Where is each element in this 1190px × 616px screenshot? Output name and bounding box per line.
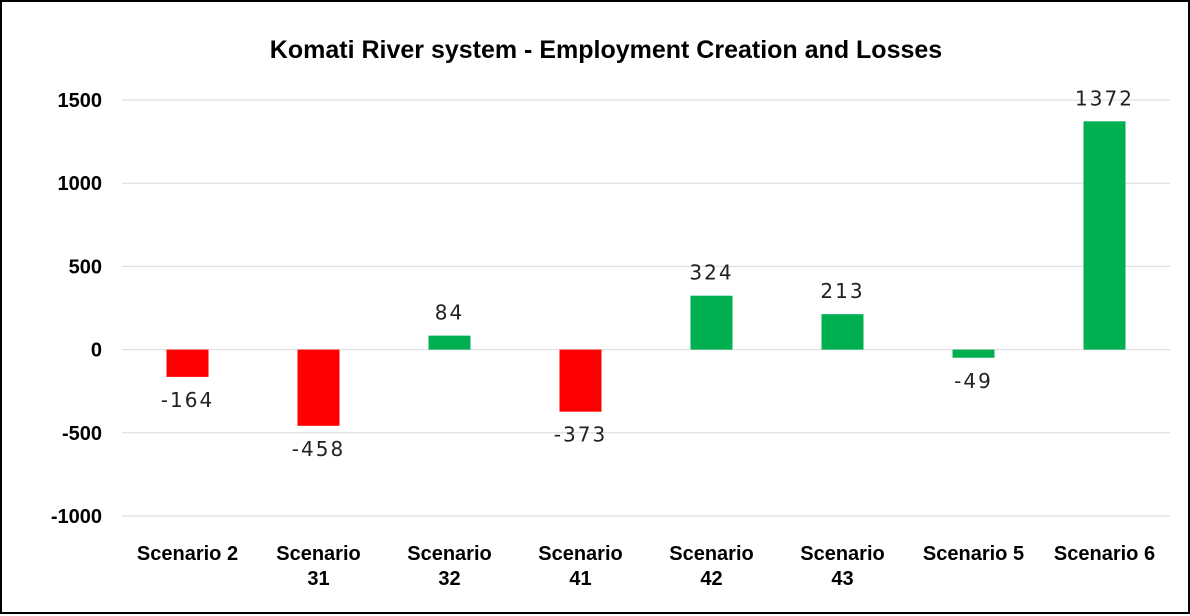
x-tick-label-line: 31 [307, 568, 329, 590]
x-tick-label-line: Scenario 5 [923, 543, 1024, 565]
bar [428, 335, 471, 350]
data-label: -373 [554, 423, 607, 447]
x-tick-label: Scenario 42 [669, 543, 753, 590]
y-tick-label: -1000 [51, 506, 102, 528]
x-tick-label: Scenario 2 [137, 543, 238, 565]
data-label: 213 [820, 279, 864, 303]
x-tick-label-line: Scenario [538, 543, 622, 565]
x-tick-label-line: Scenario [669, 543, 753, 565]
x-tick-label-line: 42 [700, 568, 722, 590]
bar [297, 349, 340, 426]
y-tick-label: 1500 [58, 90, 103, 112]
bar [166, 349, 209, 377]
data-label: -49 [954, 369, 993, 393]
x-axis-tick-labels: Scenario 2 Scenario 31 Scenario 32 Scenario 41… [137, 543, 1155, 590]
x-tick-label-line: 41 [569, 568, 591, 590]
bar [952, 349, 995, 358]
x-tick-label: Scenario 31 [276, 543, 360, 590]
x-tick-label-line: Scenario [276, 543, 360, 565]
bar [690, 295, 733, 350]
chart-title: Komati River system - Employment Creatio… [270, 36, 942, 64]
y-tick-label: -500 [62, 423, 102, 445]
x-tick-label-line: 32 [438, 568, 460, 590]
bar [559, 349, 602, 412]
gridlines [122, 99, 1170, 517]
data-label: -164 [161, 388, 214, 412]
x-tick-label-line: Scenario 2 [137, 543, 238, 565]
x-tick-label-line: Scenario [800, 543, 884, 565]
y-tick-label: 500 [69, 256, 102, 278]
x-tick-label: Scenario 5 [923, 543, 1024, 565]
y-axis-tick-labels: -1000 -500 0 500 1000 1500 [51, 90, 102, 528]
data-label: 324 [689, 261, 733, 285]
x-tick-label: Scenario 41 [538, 543, 622, 590]
data-labels: -164 -458 84 -373 324 213 -49 1372 [161, 86, 1134, 461]
y-tick-label: 0 [91, 340, 102, 362]
x-tick-label: Scenario 6 [1054, 543, 1155, 565]
x-tick-label-line: Scenario 6 [1054, 543, 1155, 565]
x-tick-label-line: Scenario [407, 543, 491, 565]
data-label: 84 [435, 301, 464, 325]
bars [166, 121, 1126, 426]
data-label: -458 [292, 437, 345, 461]
bar [821, 314, 864, 350]
data-label: 1372 [1075, 86, 1134, 110]
y-tick-label: 1000 [58, 173, 103, 195]
x-tick-label: Scenario 43 [800, 543, 884, 590]
x-tick-label: Scenario 32 [407, 543, 491, 590]
bar [1083, 121, 1126, 350]
x-tick-label-line: 43 [831, 568, 853, 590]
